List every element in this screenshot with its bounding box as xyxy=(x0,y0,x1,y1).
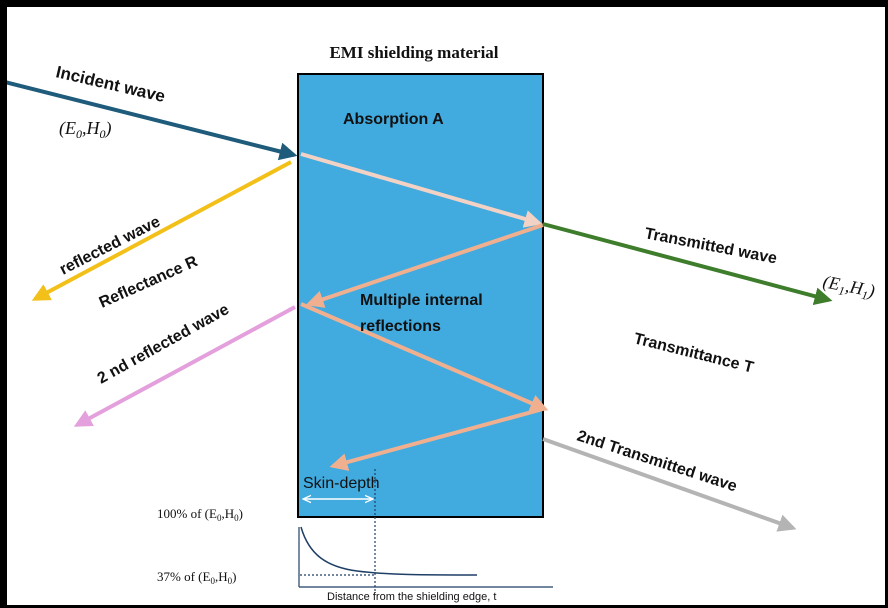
multiple-reflections-label-line2: reflections xyxy=(360,318,441,335)
internal-ray-1 xyxy=(300,152,543,228)
second-transmitted-wave-label: 2nd Transmitted wave xyxy=(575,428,739,496)
decay-curve xyxy=(300,526,478,576)
incident-field-label: (E0,H0) xyxy=(59,118,112,141)
multiple-reflections-label-line1: Multiple internal xyxy=(360,292,483,309)
emi-shielding-diagram: EMI shielding material Incident wave (E0… xyxy=(7,43,877,603)
transmittance-label: Transmittance T xyxy=(632,330,755,376)
absorption-label: Absorption A xyxy=(343,111,444,128)
transmitted-field-label: (E1,H1) xyxy=(821,271,877,304)
skin-depth-label: Skin-depth xyxy=(303,475,380,492)
second-reflected-wave-arrow xyxy=(73,305,296,427)
transmitted-wave-arrow xyxy=(542,222,833,305)
internal-ray-2 xyxy=(305,223,544,308)
reflected-wave-label: reflected wave xyxy=(57,213,163,278)
diagram-title: EMI shielding material xyxy=(329,43,498,62)
transmitted-wave-label: Transmitted wave xyxy=(643,225,778,267)
distance-axis-label: Distance from the shielding edge, t xyxy=(327,591,496,603)
reflectance-label: Reflectance R xyxy=(97,253,201,312)
incident-wave-arrow xyxy=(7,80,298,161)
pct37-label: 37% of (E0,H0) xyxy=(157,569,236,586)
internal-ray-4 xyxy=(329,407,544,471)
reflected-wave-arrow xyxy=(31,160,292,301)
diagram-frame: EMI shielding material Incident wave (E0… xyxy=(7,7,885,605)
second-reflected-wave-label: 2 nd reflected wave xyxy=(95,301,232,387)
second-transmitted-wave-arrow xyxy=(542,437,797,532)
pct100-label: 100% of (E0,H0) xyxy=(157,506,243,523)
internal-ray-3 xyxy=(300,302,549,412)
